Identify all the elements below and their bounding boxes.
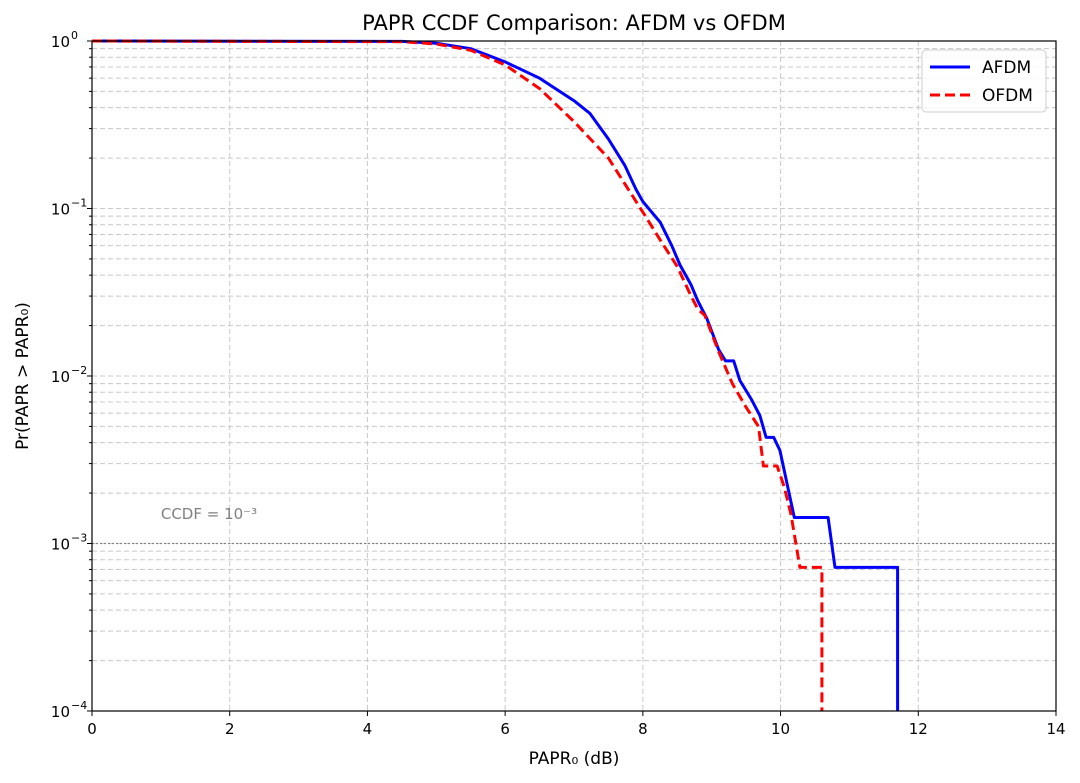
y-tick-label: 10 <box>51 536 70 554</box>
y-tick-exponent: −1 <box>71 197 87 210</box>
x-tick-label: 12 <box>909 720 928 738</box>
chart-title: PAPR CCDF Comparison: AFDM vs OFDM <box>362 11 786 35</box>
y-tick-exponent: 0 <box>71 29 78 42</box>
legend: AFDM OFDM <box>921 49 1047 113</box>
x-tick-label: 14 <box>1046 720 1065 738</box>
x-axis-label: PAPR₀ (dB) <box>529 749 620 769</box>
series-lines <box>91 39 900 711</box>
y-tick-label: 10 <box>51 368 70 386</box>
y-tick-exponent: −2 <box>71 364 87 377</box>
y-tick-label: 10 <box>51 703 70 721</box>
legend-afdm-label: AFDM <box>982 58 1031 78</box>
x-tick-label: 8 <box>638 720 648 738</box>
y-tick-label: 10 <box>51 201 70 219</box>
legend-ofdm-label: OFDM <box>982 86 1033 106</box>
x-tick-label: 0 <box>87 720 97 738</box>
y-axis-label: Pr(PAPR > PAPR₀) <box>13 302 33 450</box>
reference-line-label: CCDF = 10⁻³ <box>161 505 257 523</box>
y-tick-exponent: −4 <box>71 699 87 712</box>
y-tick-label: 10 <box>51 33 70 51</box>
y-tick-exponent: −3 <box>71 532 87 545</box>
grid-lines <box>91 41 1057 712</box>
series-line-afdm <box>91 39 900 711</box>
x-tick-label: 2 <box>225 720 235 738</box>
reference-line-group: CCDF = 10⁻³ <box>92 505 1056 545</box>
x-tick-label: 6 <box>500 720 510 738</box>
x-tick-label: 10 <box>771 720 790 738</box>
x-tick-label: 4 <box>363 720 373 738</box>
